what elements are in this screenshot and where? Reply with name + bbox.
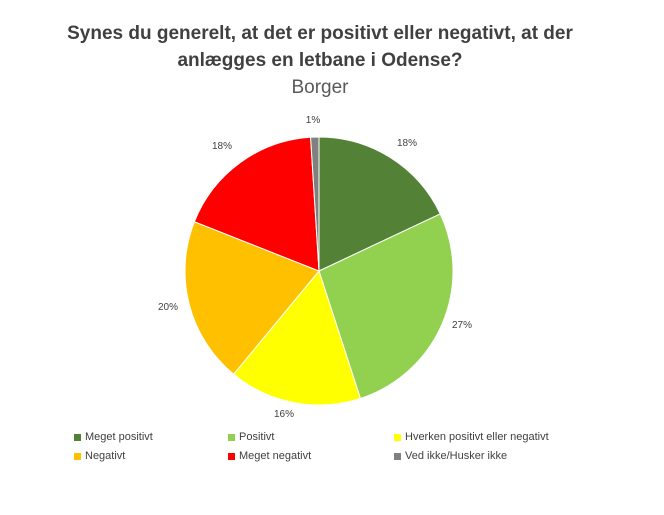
chart-title: Synes du generelt, at det er positivt el… xyxy=(67,23,573,71)
pie-slice-meget-negativt xyxy=(193,136,320,272)
legend-swatch xyxy=(394,433,401,441)
chart-subtitle: Borger xyxy=(291,77,349,98)
legend-label: Meget negativt xyxy=(239,450,312,462)
pie-slice-meget-positivt xyxy=(318,136,441,272)
legend-item: Negativt xyxy=(74,450,228,462)
data-label: 18% xyxy=(212,141,232,152)
legend-label: Negativt xyxy=(85,450,126,462)
pie-slice-positivt xyxy=(318,213,454,400)
pie-slice-negativt xyxy=(184,221,320,375)
legend-swatch xyxy=(228,452,235,460)
legend-item: Ved ikke/Husker ikke xyxy=(394,450,594,462)
legend-swatch xyxy=(228,433,235,441)
data-label: 16% xyxy=(274,409,294,420)
legend-label: Ved ikke/Husker ikke xyxy=(405,450,508,462)
legend-swatch xyxy=(74,433,81,441)
legend-swatch xyxy=(394,452,401,460)
pie-slice-ved-ikke-husker-ikke xyxy=(310,136,320,272)
legend-label: Positivt xyxy=(239,431,275,443)
legend-label: Meget positivt xyxy=(85,431,153,443)
legend-item: Meget negativt xyxy=(228,450,394,462)
title-block: Synes du generelt, at det er positivt el… xyxy=(0,20,640,100)
data-label: 18% xyxy=(397,138,417,149)
legend-swatch xyxy=(74,452,81,460)
legend-label: Hverken positivt eller negativt xyxy=(405,431,549,443)
pie-slice-hverken-positivt-eller-negativt xyxy=(232,269,362,406)
data-label: 20% xyxy=(158,302,178,313)
legend-item: Meget positivt xyxy=(74,431,228,443)
legend: Meget positivt Positivt Hverken positivt e… xyxy=(74,431,594,462)
legend-item: Positivt xyxy=(228,431,394,443)
data-label: 1% xyxy=(306,115,321,126)
data-label: 27% xyxy=(452,320,472,331)
legend-item: Hverken positivt eller negativt xyxy=(394,431,594,443)
